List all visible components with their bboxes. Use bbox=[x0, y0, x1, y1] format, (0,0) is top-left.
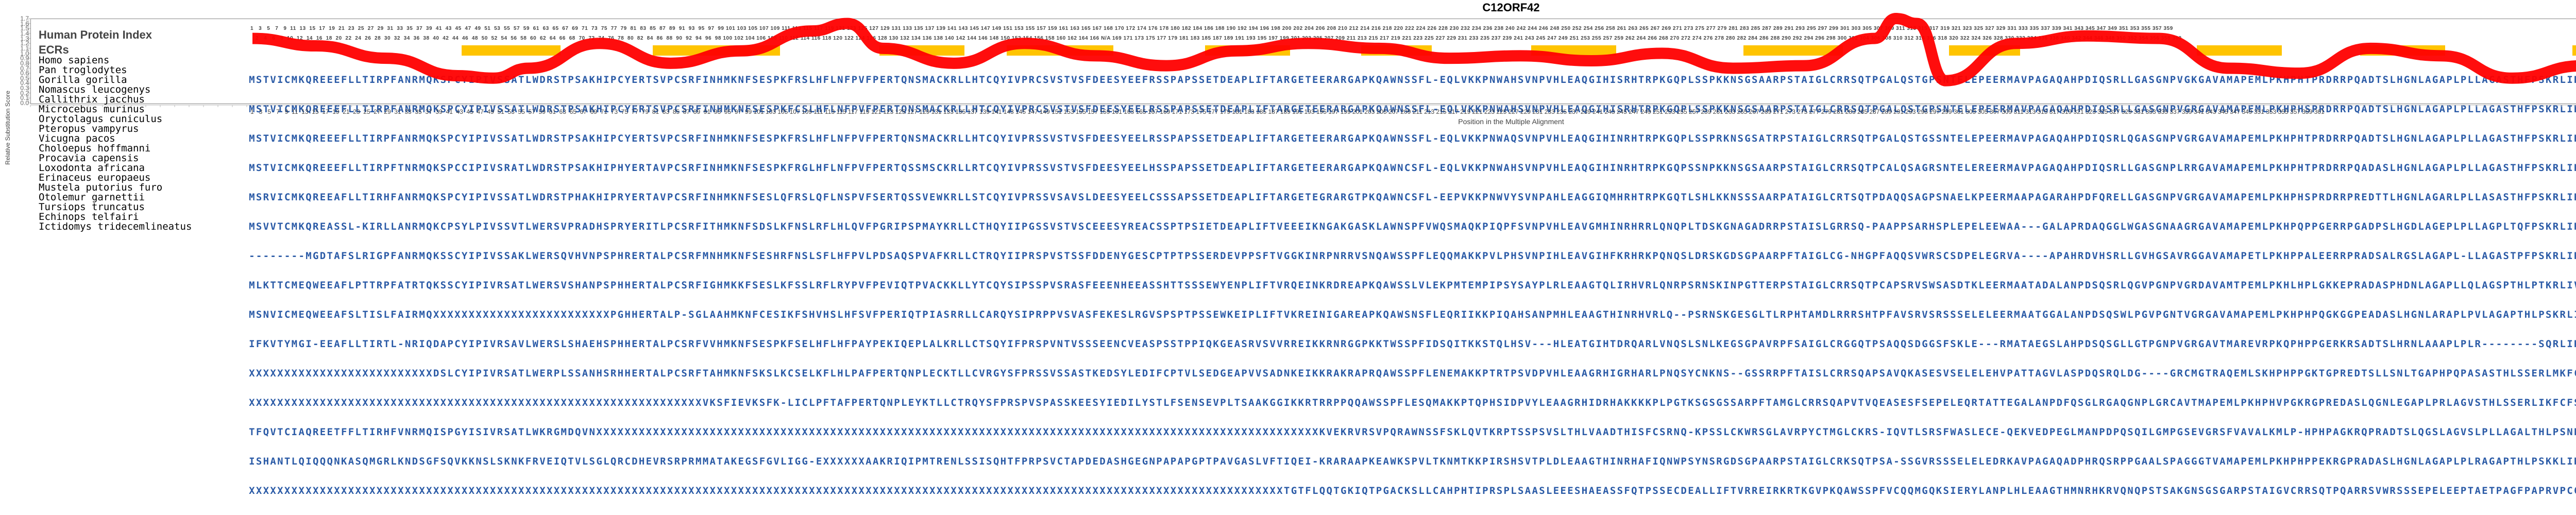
species-label: Callithrix jacchus bbox=[39, 94, 145, 105]
x-axis-tick-labels: 1 3 5 7 9 11 13 15 17 19 21 23 25 27 29 … bbox=[250, 108, 2325, 115]
alignment-row: XXXXXXXXXXXXXXXXXXXXXXXXXXXXXXXXXXXXXXXX… bbox=[249, 485, 2576, 496]
alignment-row: MSVVTCMKQREASSL-KIRLLANRMQKCPSYLPIVSSVTL… bbox=[249, 221, 2576, 232]
y-axis-ticks: 0.0 0.1 0.2 0.3 0.4 0.5 0.6 0.7 0.8 0.9 … bbox=[10, 15, 29, 107]
species-label: Choloepus hoffmanni bbox=[39, 143, 151, 154]
y-tick: 0.8 bbox=[20, 59, 29, 67]
y-tick: 0.1 bbox=[20, 94, 29, 102]
species-label: Pteropus vampyrus bbox=[39, 123, 139, 134]
species-label: Pan troglodytes bbox=[39, 64, 127, 76]
species-label: Erinaceus europaeus bbox=[39, 172, 151, 183]
species-label: Homo sapiens bbox=[39, 55, 110, 66]
alignment-row: ISHANTLQIQQQNKASQMGRLKNDSGFSQVKKNSLSKNKF… bbox=[249, 456, 2576, 467]
species-label: Oryctolagus cuniculus bbox=[39, 113, 163, 125]
alignment-row: XXXXXXXXXXXXXXXXXXXXXXXXXXDSLCYIPIVRSATL… bbox=[249, 368, 2576, 379]
y-tick: 0.6 bbox=[20, 70, 29, 77]
y-tick: 0.3 bbox=[20, 84, 29, 92]
x-axis bbox=[28, 18, 2576, 107]
y-tick: 0.4 bbox=[20, 79, 29, 87]
alignment-row: XXXXXXXXXXXXXXXXXXXXXXXXXXXXXXXXXXXXXXXX… bbox=[249, 397, 2576, 408]
species-label: Tursiops truncatus bbox=[39, 201, 145, 213]
ecrs-label: ECRs bbox=[39, 43, 69, 56]
species-label: Mustela putorius furo bbox=[39, 182, 163, 193]
species-label: Nomascus leucogenys bbox=[39, 84, 151, 95]
alignment-row: MSTVICMKQREEEFLLTIRPFANRMQKSPCYIPIVSSATL… bbox=[249, 104, 2576, 115]
y-tick: 0.5 bbox=[20, 74, 29, 82]
species-label: Vicugna pacos bbox=[39, 133, 115, 144]
alignment-row: MSTVICMKQREEEFLLTIRPFANRMQKSPCYIPIVSSATL… bbox=[249, 133, 2576, 144]
species-label: Otolemur garnettii bbox=[39, 192, 145, 203]
y-tick: 0.7 bbox=[20, 64, 29, 72]
species-label: Echinops telfairi bbox=[39, 211, 139, 222]
y-tick: 0.2 bbox=[20, 89, 29, 97]
species-label: Microcebus murinus bbox=[39, 104, 145, 115]
y-tick: 0.9 bbox=[20, 55, 29, 62]
species-label: Gorilla gorilla bbox=[39, 74, 127, 85]
x-axis-label: Position in the Multiple Alignment bbox=[1458, 117, 1564, 126]
species-label: Ictidomys tridecemlineatus bbox=[39, 221, 192, 232]
species-list: Homo sapiens Pan troglodytes Gorilla gor… bbox=[39, 56, 192, 232]
y-tick: 1.0 bbox=[20, 49, 29, 57]
y-tick: 1.7 bbox=[20, 15, 29, 22]
y-tick: 1.4 bbox=[20, 29, 29, 37]
alignment-row: MLKTTCMEQWEEAFLPTTRPFATRTQKSSCYIPIVRSATL… bbox=[249, 280, 2576, 291]
y-tick: 1.3 bbox=[20, 35, 29, 42]
chart-title: C12ORF42 bbox=[1482, 1, 1540, 14]
y-tick: 1.2 bbox=[20, 40, 29, 47]
alignment-row: MSRVICMKQREEAFLLTIRHFANRMQKSPCYIPIVSSATL… bbox=[249, 192, 2576, 203]
y-tick: 0.0 bbox=[20, 99, 29, 107]
species-label: Procavia capensis bbox=[39, 152, 139, 164]
y-tick: 1.5 bbox=[20, 25, 29, 32]
alignment-row: MSNVICMEQWEEAFSLTISLFAIRMQXXXXXXXXXXXXXX… bbox=[249, 309, 2576, 320]
species-label: Loxodonta africana bbox=[39, 162, 145, 174]
y-tick: 1.6 bbox=[20, 20, 29, 27]
human-protein-index-label: Human Protein Index bbox=[39, 28, 152, 41]
alignment-row: IFKVTYMGI-EEAFLLTIRTL-NRIQDAPCYIPIVRSAVL… bbox=[249, 338, 2576, 350]
alignment-row: TFQVTCIAQREETFFLTIRHFVNRMQISPGYISIVRSATL… bbox=[249, 426, 2576, 438]
y-tick: 1.1 bbox=[20, 44, 29, 52]
alignment-row: MSTVICMKQREEEFLLTIRPFTNRMQKSPCCIPIVSRATL… bbox=[249, 162, 2576, 174]
